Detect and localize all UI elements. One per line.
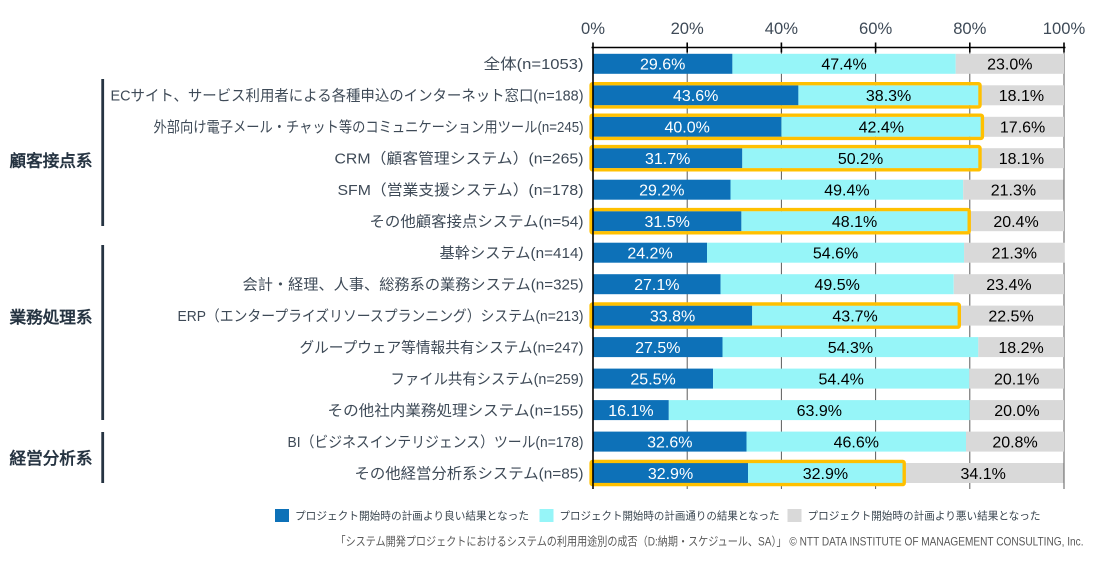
svg-text:50.2%: 50.2% (838, 151, 883, 168)
svg-text:40%: 40% (765, 19, 798, 38)
svg-text:32.6%: 32.6% (647, 434, 692, 451)
svg-text:27.5%: 27.5% (635, 340, 680, 357)
svg-text:その他社内業務処理システム(n=155): その他社内業務処理システム(n=155) (328, 402, 584, 419)
svg-text:29.2%: 29.2% (639, 183, 684, 200)
svg-text:プロジェクト開始時の計画より悪い結果となった: プロジェクト開始時の計画より悪い結果となった (808, 509, 1041, 523)
svg-text:29.6%: 29.6% (640, 57, 685, 74)
svg-text:グループウェア等情報共有システム(n=247): グループウェア等情報共有システム(n=247) (300, 338, 584, 356)
svg-text:20.8%: 20.8% (992, 434, 1037, 451)
svg-text:SFM（営業支援システム）(n=178): SFM（営業支援システム）(n=178) (338, 182, 584, 199)
svg-text:80%: 80% (953, 19, 986, 38)
svg-text:CRM（顧客管理システム）(n=265): CRM（顧客管理システム）(n=265) (335, 151, 584, 168)
svg-text:20.0%: 20.0% (994, 403, 1039, 420)
svg-text:33.8%: 33.8% (650, 308, 695, 325)
svg-text:42.4%: 42.4% (859, 120, 904, 137)
svg-text:38.3%: 38.3% (866, 88, 911, 105)
svg-text:16.1%: 16.1% (608, 403, 653, 420)
svg-text:21.3%: 21.3% (991, 183, 1036, 200)
svg-text:27.1%: 27.1% (634, 277, 679, 294)
svg-text:49.5%: 49.5% (815, 277, 860, 294)
svg-text:全体(n=1053): 全体(n=1053) (484, 55, 584, 73)
svg-text:54.3%: 54.3% (828, 340, 873, 357)
svg-text:「システム開発プロジェクトにおけるシステムの利用用途別の成否: 「システム開発プロジェクトにおけるシステムの利用用途別の成否（D:納期・スケジュ… (336, 534, 1084, 549)
svg-text:46.6%: 46.6% (834, 434, 879, 451)
svg-text:会計・経理、人事、総務系の業務システム(n=325): 会計・経理、人事、総務系の業務システム(n=325) (243, 277, 584, 294)
svg-text:顧客接点系: 顧客接点系 (10, 151, 93, 171)
svg-text:54.6%: 54.6% (813, 246, 858, 263)
svg-text:20%: 20% (671, 19, 704, 38)
svg-text:20.1%: 20.1% (994, 371, 1039, 388)
svg-text:基幹システム(n=414): 基幹システム(n=414) (440, 244, 584, 262)
svg-text:ERP（エンタープライズリソースプランニング）システム(n=: ERP（エンタープライズリソースプランニング）システム(n=213) (178, 308, 584, 325)
svg-text:40.0%: 40.0% (665, 120, 710, 137)
svg-text:49.4%: 49.4% (824, 183, 869, 200)
svg-text:ファイル共有システム(n=259): ファイル共有システム(n=259) (391, 371, 584, 388)
svg-text:業務処理系: 業務処理系 (10, 307, 93, 327)
svg-text:プロジェクト開始時の計画より良い結果となった: プロジェクト開始時の計画より良い結果となった (295, 509, 529, 523)
svg-text:32.9%: 32.9% (803, 466, 848, 483)
svg-text:100%: 100% (1043, 19, 1086, 38)
svg-text:32.9%: 32.9% (648, 466, 693, 483)
svg-text:21.3%: 21.3% (992, 246, 1037, 263)
svg-text:18.1%: 18.1% (999, 151, 1044, 168)
svg-text:60%: 60% (859, 19, 892, 38)
svg-text:24.2%: 24.2% (627, 246, 672, 263)
svg-text:25.5%: 25.5% (630, 371, 675, 388)
svg-text:34.1%: 34.1% (961, 466, 1006, 483)
svg-text:23.0%: 23.0% (987, 57, 1032, 74)
svg-text:43.7%: 43.7% (832, 308, 877, 325)
svg-text:54.4%: 54.4% (819, 371, 864, 388)
svg-text:20.4%: 20.4% (993, 214, 1038, 231)
svg-text:BI（ビジネスインテリジェンス）ツール(n=178): BI（ビジネスインテリジェンス）ツール(n=178) (288, 434, 584, 451)
svg-text:43.6%: 43.6% (673, 88, 718, 105)
svg-text:31.5%: 31.5% (645, 214, 690, 231)
svg-text:その他経営分析系システム(n=85): その他経営分析系システム(n=85) (355, 465, 584, 482)
svg-text:外部向け電子メール・チャット等のコミュニケーション用ツール(: 外部向け電子メール・チャット等のコミュニケーション用ツール(n=245) (154, 118, 584, 136)
svg-text:18.1%: 18.1% (999, 88, 1044, 105)
svg-text:その他顧客接点システム(n=54): その他顧客接点システム(n=54) (370, 214, 584, 231)
svg-text:48.1%: 48.1% (832, 214, 877, 231)
svg-text:経営分析系: 経営分析系 (10, 448, 93, 468)
svg-text:31.7%: 31.7% (645, 151, 690, 168)
svg-text:0%: 0% (581, 19, 605, 38)
svg-text:47.4%: 47.4% (821, 57, 866, 74)
svg-text:23.4%: 23.4% (986, 277, 1031, 294)
svg-text:プロジェクト開始時の計画通りの結果となった: プロジェクト開始時の計画通りの結果となった (560, 509, 780, 523)
svg-text:ECサイト、サービス利用者による各種申込のインターネット窓口: ECサイト、サービス利用者による各種申込のインターネット窓口(n=188) (111, 87, 584, 105)
svg-text:63.9%: 63.9% (797, 403, 842, 420)
svg-text:22.5%: 22.5% (988, 308, 1033, 325)
svg-text:18.2%: 18.2% (998, 340, 1043, 357)
svg-text:17.6%: 17.6% (1000, 120, 1045, 137)
